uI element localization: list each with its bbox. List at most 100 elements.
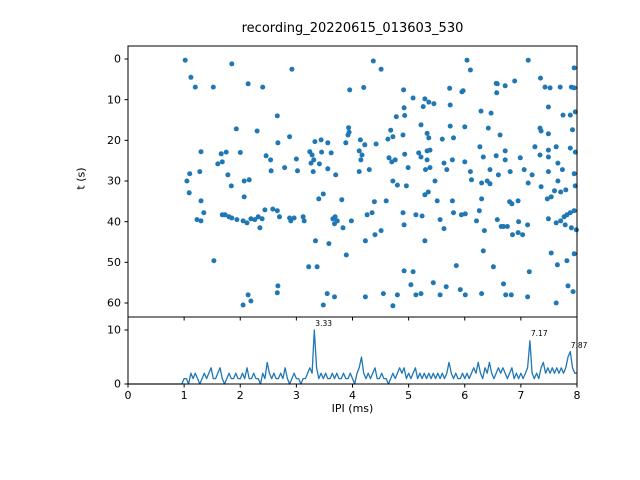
scatter-point bbox=[542, 84, 548, 90]
scatter-point bbox=[459, 89, 465, 95]
scatter-point bbox=[559, 167, 565, 173]
scatter-point bbox=[255, 214, 261, 220]
scatter-point bbox=[418, 122, 424, 128]
scatter-point bbox=[210, 84, 216, 90]
scatter-point bbox=[485, 125, 491, 131]
scatter-point bbox=[393, 114, 399, 120]
scatter-point bbox=[400, 132, 406, 138]
scatter-point bbox=[357, 137, 363, 143]
scatter-point bbox=[476, 208, 482, 214]
y-tick-label: 50 bbox=[107, 256, 121, 269]
scatter-point bbox=[254, 128, 260, 134]
scatter-point bbox=[277, 214, 282, 220]
scatter-point bbox=[364, 212, 370, 218]
scatter-point bbox=[390, 178, 396, 184]
scatter-point bbox=[246, 177, 252, 183]
scatter-point bbox=[571, 208, 577, 214]
scatter-point bbox=[545, 147, 551, 153]
scatter-point bbox=[346, 125, 352, 131]
scatter-point bbox=[332, 221, 337, 227]
y-tick-label: 60 bbox=[107, 297, 121, 310]
y-tick-label: 10 bbox=[107, 93, 121, 106]
scatter-point bbox=[437, 217, 443, 223]
x-tick-label: 1 bbox=[181, 389, 188, 402]
scatter-point bbox=[507, 169, 513, 175]
scatter-point bbox=[571, 65, 577, 71]
scatter-point bbox=[343, 140, 349, 146]
scatter-point bbox=[356, 148, 362, 154]
scatter-point bbox=[394, 292, 400, 298]
scatter-point bbox=[553, 300, 559, 306]
scatter-point bbox=[326, 241, 332, 247]
scatter-point bbox=[402, 151, 408, 157]
scatter-point bbox=[182, 57, 188, 63]
x-tick-label: 5 bbox=[405, 389, 412, 402]
scatter-point bbox=[306, 264, 312, 270]
scatter-point bbox=[509, 201, 515, 207]
scatter-point bbox=[308, 160, 314, 166]
scatter-point bbox=[427, 147, 433, 153]
scatter-point bbox=[198, 218, 204, 224]
scatter-point bbox=[515, 198, 521, 204]
scatter-point bbox=[410, 95, 416, 101]
y-tick-label: 0 bbox=[114, 53, 121, 66]
scatter-point bbox=[487, 167, 493, 173]
scatter-point bbox=[401, 222, 407, 228]
scatter-point bbox=[437, 292, 443, 298]
scatter-point bbox=[508, 292, 514, 298]
x-axis-label: IPI (ms) bbox=[331, 402, 374, 415]
scatter-point bbox=[515, 230, 521, 236]
scatter-point bbox=[560, 112, 566, 118]
scatter-point bbox=[343, 252, 349, 258]
scatter-point bbox=[362, 142, 368, 148]
scatter-point bbox=[413, 212, 419, 218]
scatter-point bbox=[426, 99, 432, 105]
scatter-point bbox=[356, 169, 362, 175]
scatter-point bbox=[571, 251, 577, 257]
scatter-point bbox=[219, 159, 225, 165]
scatter-point bbox=[502, 148, 508, 154]
scatter-point bbox=[462, 292, 468, 298]
scatter-point bbox=[444, 167, 450, 173]
scatter-point bbox=[359, 152, 365, 158]
scatter-point bbox=[293, 156, 299, 162]
scatter-point bbox=[188, 74, 194, 80]
scatter-point bbox=[383, 198, 389, 204]
scatter-point bbox=[186, 190, 192, 196]
scatter-point bbox=[424, 157, 430, 163]
scatter-point bbox=[447, 123, 453, 129]
scatter-point bbox=[553, 220, 559, 226]
scatter-point bbox=[378, 228, 384, 234]
scatter-point bbox=[447, 102, 453, 108]
scatter-point bbox=[300, 214, 306, 220]
plot-content bbox=[128, 57, 579, 385]
scatter-point bbox=[413, 292, 419, 298]
scatter-point bbox=[516, 219, 522, 225]
y-tick-label: 30 bbox=[107, 175, 121, 188]
scatter-point bbox=[316, 161, 322, 167]
scatter-point bbox=[564, 258, 570, 264]
scatter-point bbox=[295, 168, 300, 174]
scatter-point bbox=[449, 198, 455, 204]
scatter-point bbox=[479, 196, 485, 202]
scatter-point bbox=[339, 197, 345, 203]
scatter-point bbox=[291, 215, 297, 221]
scatter-point bbox=[401, 105, 407, 111]
scatter-point bbox=[325, 166, 331, 172]
scatter-point bbox=[318, 137, 324, 143]
peak-annotations: 3.33 7.17 7.87 bbox=[315, 319, 587, 350]
scatter-point bbox=[480, 248, 486, 254]
scatter-point bbox=[362, 238, 368, 244]
scatter-point bbox=[479, 180, 485, 186]
scatter-point bbox=[521, 167, 527, 173]
x-tick-label: 8 bbox=[574, 389, 581, 402]
scatter-point bbox=[525, 180, 531, 186]
scatter-point bbox=[380, 291, 386, 297]
y-tick-label: 0 bbox=[114, 378, 121, 391]
x-tick-label: 0 bbox=[125, 389, 132, 402]
scatter-point bbox=[275, 140, 281, 146]
scatter-point bbox=[260, 84, 266, 90]
scatter-point bbox=[478, 108, 484, 114]
scatter-point bbox=[237, 150, 243, 155]
